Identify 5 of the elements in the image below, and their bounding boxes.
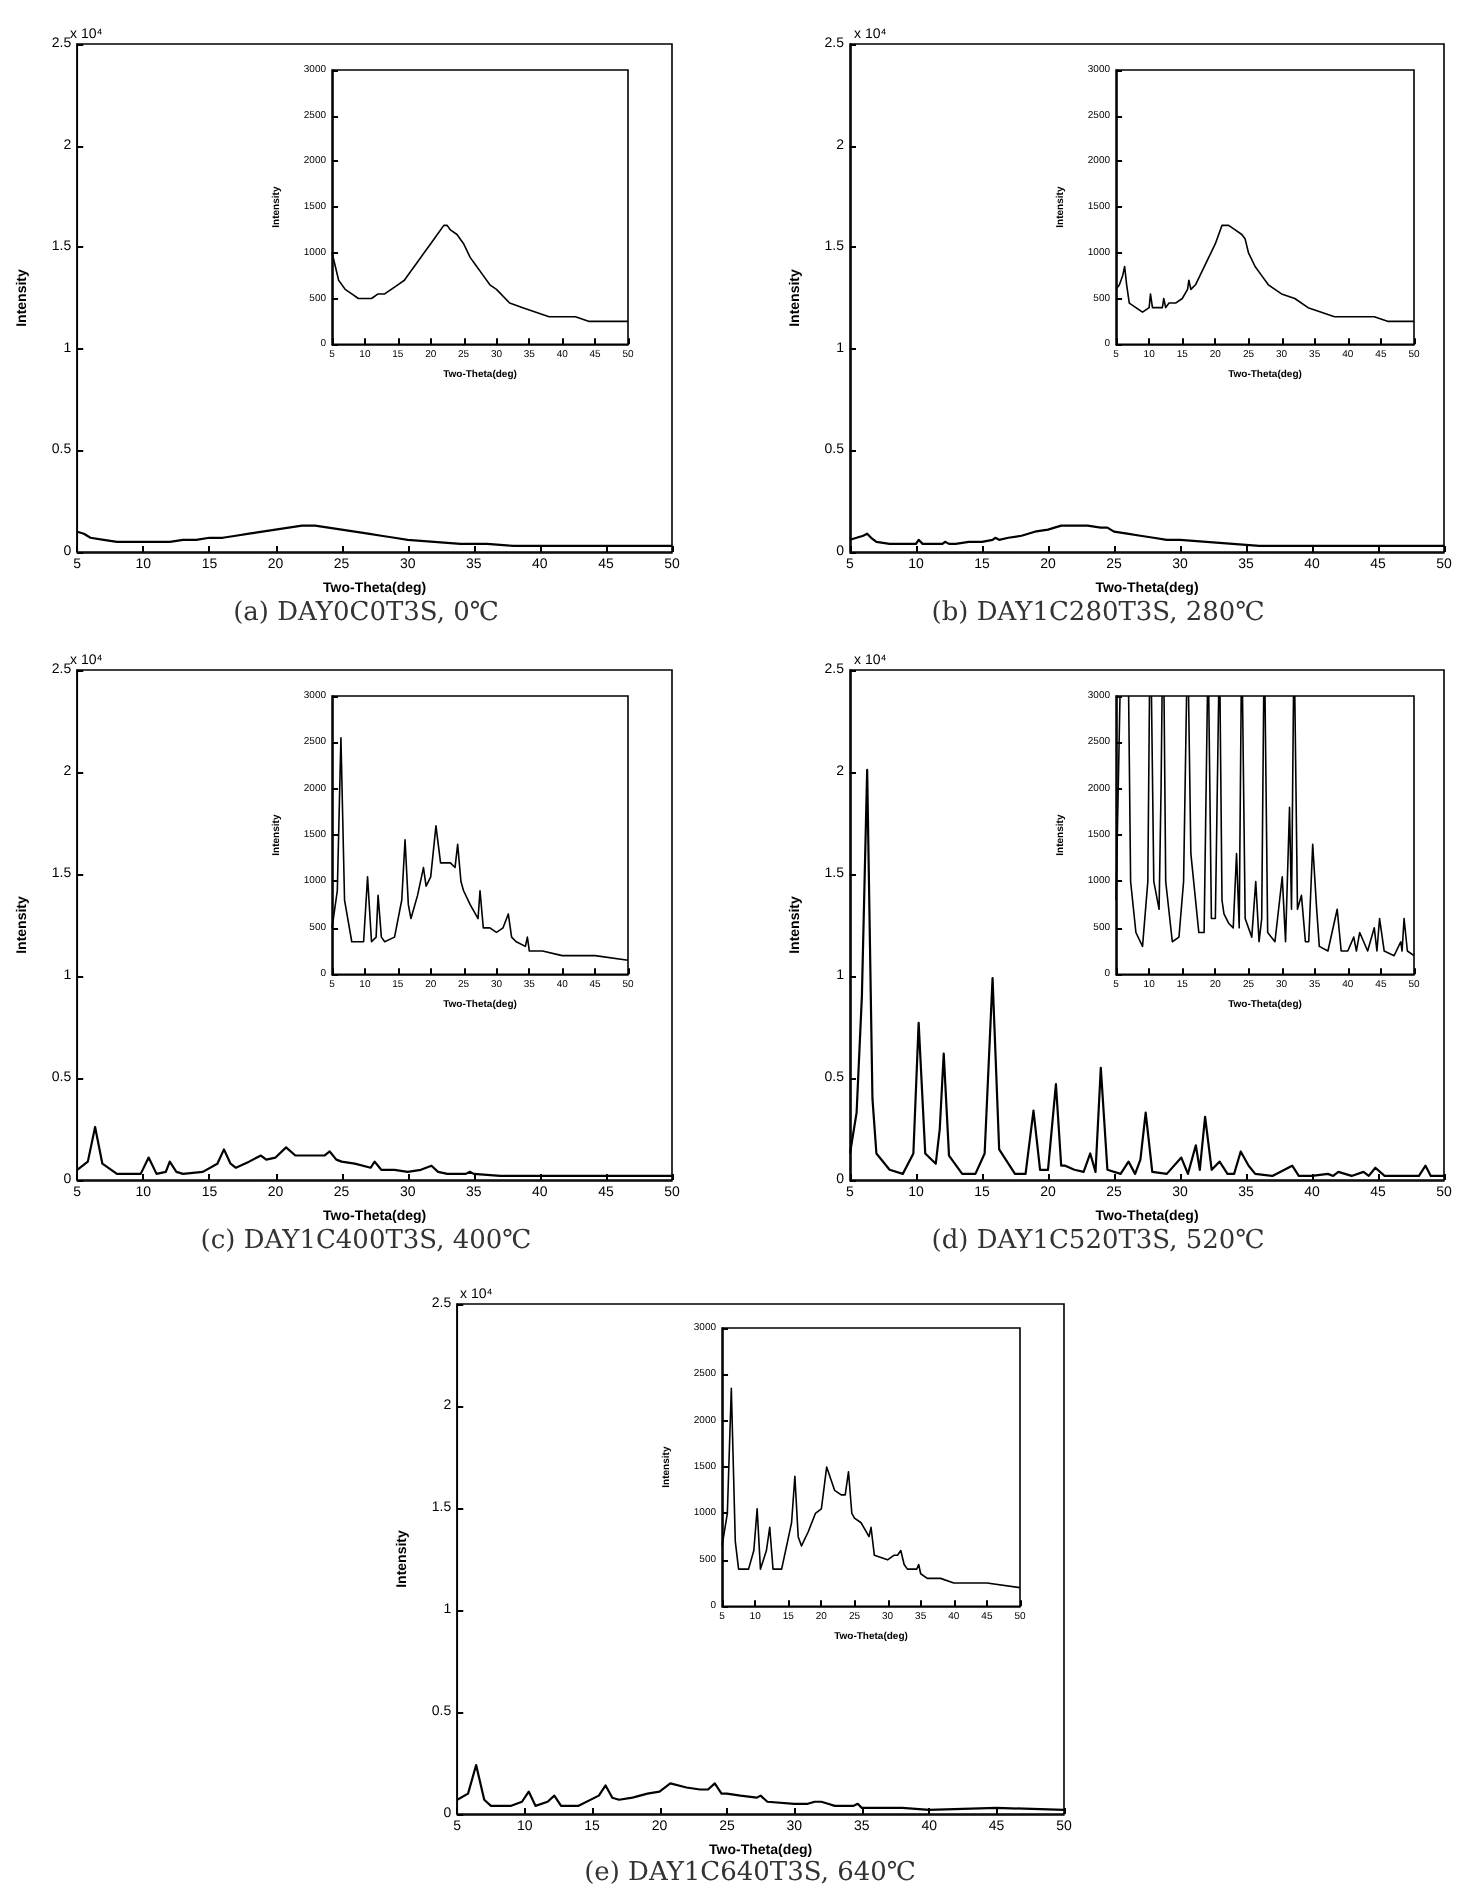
text: (b) DAY1C280T3S, 280℃	[931, 598, 1265, 628]
text: (e) DAY1C640T3S, 640℃	[584, 1858, 916, 1888]
text: (c) DAY1C400T3S, 400℃	[200, 1226, 532, 1256]
text: (a) DAY0C0T3S, 0℃	[233, 598, 499, 628]
text: (d) DAY1C520T3S, 520℃	[931, 1226, 1265, 1256]
